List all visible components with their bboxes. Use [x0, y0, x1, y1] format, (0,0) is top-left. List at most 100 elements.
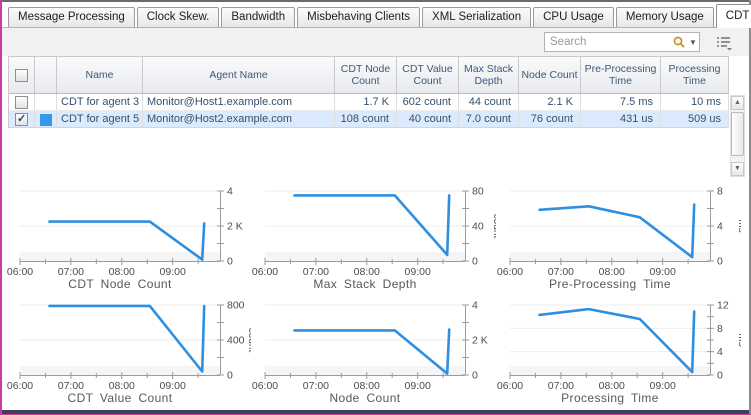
table-row-cdt-for-agent-3[interactable]: CDT for agent 3 Monitor@Host1.example.com… [9, 94, 729, 111]
svg-text:800: 800 [227, 300, 245, 312]
frame-border-top [0, 0, 751, 2]
svg-text:06:00: 06:00 [497, 380, 523, 392]
column-chooser-icon[interactable] [715, 35, 733, 51]
search-dropdown-caret[interactable]: ▼ [689, 37, 697, 47]
chart-title: CDT Node Count [68, 277, 172, 291]
svg-text:4: 4 [717, 346, 723, 358]
cell-name: CDT for agent 5 [57, 111, 143, 127]
scrollbar-thumb[interactable] [731, 112, 744, 156]
chart-title: Pre-Processing Time [549, 277, 671, 291]
svg-text:06:00: 06:00 [7, 380, 33, 392]
svg-text:09:00: 09:00 [160, 380, 186, 392]
svg-text:08:00: 08:00 [109, 380, 135, 392]
tab-cpu-usage[interactable]: CPU Usage [533, 7, 614, 27]
select-all-checkbox[interactable] [15, 68, 28, 82]
svg-text:09:00: 09:00 [405, 266, 431, 278]
row-checkbox-cell[interactable] [9, 94, 35, 110]
column-header-node-count[interactable]: Node Count [519, 57, 581, 93]
cell-agent-name: Monitor@Host1.example.com [143, 94, 335, 110]
cell-cdt-node-count: 108 count [335, 111, 397, 127]
column-header-name[interactable]: Name [57, 57, 143, 93]
table-scrollbar[interactable]: ▲ ▼ [730, 95, 745, 177]
svg-text:ms: ms [736, 333, 741, 346]
column-header-processing-time[interactable]: Processing Time [661, 57, 729, 93]
svg-text:0: 0 [717, 370, 723, 382]
svg-text:08:00: 08:00 [354, 380, 380, 392]
search-input[interactable] [545, 36, 671, 48]
chart-title: Processing Time [561, 391, 659, 405]
chart-canvas-processing-time: 06:00 07:00 08:00 09:00 0 4 8 12 ms Processing Ti… [497, 300, 747, 406]
svg-text:09:00: 09:00 [160, 266, 186, 278]
cell-cdt-value-count: 602 count [397, 94, 459, 110]
row-swatch-cell [35, 94, 57, 110]
series-color-swatch [39, 114, 52, 126]
tab-memory-usage[interactable]: Memory Usage [615, 7, 714, 27]
chart-cdt-node-count: 06:00 07:00 08:00 09:00 0 2 K 4 CDT Node Count [6, 183, 251, 297]
cell-name: CDT for agent 3 [57, 94, 143, 110]
tab-xml-serialization[interactable]: XML Serialization [422, 7, 532, 27]
svg-text:08:00: 08:00 [599, 266, 625, 278]
svg-text:0: 0 [227, 370, 233, 382]
svg-text:09:00: 09:00 [405, 380, 431, 392]
row-checkbox-cell[interactable] [9, 111, 35, 127]
svg-text:12: 12 [717, 300, 729, 312]
scrollbar-up-button[interactable]: ▲ [731, 96, 744, 110]
chart-title: Max Stack Depth [313, 277, 416, 291]
svg-text:40: 40 [472, 221, 484, 233]
tab-bandwidth[interactable]: Bandwidth [221, 7, 296, 27]
svg-text:80: 80 [472, 186, 484, 198]
svg-text:400: 400 [227, 335, 245, 347]
svg-text:2 K: 2 K [227, 221, 243, 233]
svg-text:07:00: 07:00 [548, 266, 574, 278]
scrollbar-down-button[interactable]: ▼ [731, 162, 744, 176]
svg-text:08:00: 08:00 [109, 266, 135, 278]
tab-misbehaving-clients[interactable]: Misbehaving Clients [297, 7, 421, 27]
svg-text:06:00: 06:00 [497, 266, 523, 278]
tab-cdt-submission[interactable]: CDT Submission [715, 4, 751, 28]
chart-canvas-node-count: 06:00 07:00 08:00 09:00 0 2 K 4 Node Count [252, 300, 488, 406]
data-table: Name Agent Name CDT Node Count CDT Value Co… [8, 56, 729, 128]
search-box[interactable]: ▼ [544, 32, 700, 52]
tab-bar: Message Processing Clock Skew. Bandwidth Mi… [2, 2, 751, 28]
select-all-checkbox-cell[interactable] [9, 57, 35, 93]
chart-title: CDT Value Count [68, 391, 173, 405]
cell-pre-processing-time: 7.5 ms [581, 94, 661, 110]
charts-grid: 06:00 07:00 08:00 09:00 0 2 K 4 CDT Node Count 0… [6, 183, 747, 411]
svg-text:07:00: 07:00 [303, 380, 329, 392]
row-checkbox[interactable] [15, 111, 28, 127]
svg-text:07:00: 07:00 [548, 380, 574, 392]
search-icon[interactable] [671, 35, 687, 49]
row-swatch-cell [35, 111, 57, 127]
svg-text:0: 0 [227, 256, 233, 268]
cell-cdt-node-count: 1.7 K [335, 94, 397, 110]
svg-text:4: 4 [472, 300, 478, 312]
row-checkbox[interactable] [15, 95, 28, 109]
cell-node-count: 76 count [519, 111, 581, 127]
chart-max-stack-depth: 06:00 07:00 08:00 09:00 0 40 80 count Max Stack … [251, 183, 502, 297]
frame-border-bottom [2, 410, 749, 414]
svg-text:2 K: 2 K [472, 335, 488, 347]
svg-text:06:00: 06:00 [252, 266, 278, 278]
column-header-agent-name[interactable]: Agent Name [143, 57, 335, 93]
table-header-row: Name Agent Name CDT Node Count CDT Value Co… [9, 56, 729, 94]
svg-text:06:00: 06:00 [252, 380, 278, 392]
svg-text:07:00: 07:00 [58, 266, 84, 278]
tab-message-processing[interactable]: Message Processing [8, 7, 135, 27]
cell-cdt-value-count: 40 count [397, 111, 459, 127]
frame-border-right [749, 0, 751, 415]
column-header-pre-processing-time[interactable]: Pre-Processing Time [581, 57, 661, 93]
svg-text:0: 0 [472, 256, 478, 268]
svg-text:06:00: 06:00 [7, 266, 33, 278]
chart-pre-processing-time: 06:00 07:00 08:00 09:00 0 4 8 ms Pre-Processing … [496, 183, 747, 297]
column-header-cdt-node-count[interactable]: CDT Node Count [335, 57, 397, 93]
column-header-max-stack-depth[interactable]: Max Stack Depth [459, 57, 519, 93]
svg-text:8: 8 [717, 186, 723, 198]
column-header-cdt-value-count[interactable]: CDT Value Count [397, 57, 459, 93]
table-row-cdt-for-agent-5[interactable]: CDT for agent 5Monitor@Host2.example.com… [9, 111, 729, 128]
tab-clock-skew[interactable]: Clock Skew. [136, 7, 220, 27]
svg-text:07:00: 07:00 [303, 266, 329, 278]
svg-text:07:00: 07:00 [58, 380, 84, 392]
